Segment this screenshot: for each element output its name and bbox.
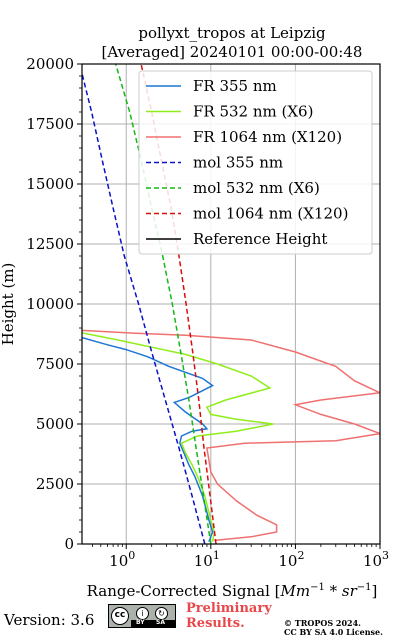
chart-title: pollyxt_tropos at Leipzig [138,24,326,42]
legend-label-2: FR 1064 nm (X120) [193,128,342,146]
y-tick-label-1: 2500 [36,475,74,493]
x-axis-label-main: Range-Corrected Signal [ [87,582,281,600]
series-line-1 [82,332,274,542]
chart-subtitle: [Averaged] 20240101 00:00-00:48 [102,43,363,61]
series-line-2 [82,329,380,542]
lidar-signal-chart: pollyxt_tropos at Leipzig [Averaged] 202… [0,24,389,600]
y-tick-label-8: 20000 [26,55,74,73]
y-tick-label-4: 10000 [26,295,74,313]
x-axis-label-close: ] [372,582,378,600]
y-tick-label-3: 7500 [36,355,74,373]
legend-label-0: FR 355 nm [193,77,277,95]
series-line-4 [114,64,212,544]
x-tick-label-2: 102 [278,549,304,570]
version-label: Version: 3.6 [4,611,95,629]
legend: FR 355 nm FR 532 nm (X6) FR 1064 nm (X120)… [138,70,373,255]
x-tick-label-1: 101 [194,549,220,570]
legend-label-1: FR 532 nm (X6) [193,103,313,121]
cc-badge-strip: BY SA [131,619,175,627]
x-axis-label-mm: Mm [280,582,311,600]
preliminary-line-1: Preliminary [186,601,272,616]
sa-share-icon: ↻ [155,607,168,620]
x-axis-label: Range-Corrected Signal [Mm−1 * sr−1] [87,582,378,600]
copyright-line-2: CC BY SA 4.0 License. [284,627,383,637]
x-axis-label-exp2: −1 [357,582,372,593]
copyright-line-1: © TROPOS 2024. [284,618,361,628]
cc-icon: cc [111,607,129,625]
by-person-icon: i [136,607,149,620]
series-line-0 [82,336,215,542]
y-axis-label: Height (m) [0,263,17,346]
cc-by-text: BY [136,619,145,626]
y-tick-label-2: 5000 [36,415,74,433]
x-tick-label-0: 100 [109,549,135,570]
y-tick-label-5: 12500 [26,235,74,253]
preliminary-notice: Preliminary Results. [186,601,272,631]
series-group [82,64,380,544]
legend-label-6: Reference Height [193,230,327,248]
legend-label-3: mol 355 nm [193,154,283,172]
preliminary-line-2: Results. [186,616,245,631]
axis-ticks: 0 2500 5000 7500 10000 12500 15000 17500 20000 10… [26,55,389,570]
cc-license-badge[interactable]: cc i ↻ BY SA [108,604,176,628]
y-tick-label-6: 15000 [26,175,74,193]
legend-label-5: mol 1064 nm (X120) [193,205,348,223]
copyright-notice: © TROPOS 2024. CC BY SA 4.0 License. [284,619,383,637]
x-axis-label-star: * sr [325,582,358,600]
x-axis-label-exp1: −1 [310,582,325,593]
legend-box [138,70,373,255]
y-tick-label-7: 17500 [26,115,74,133]
x-tick-label-3: 103 [363,549,389,570]
legend-label-4: mol 532 nm (X6) [193,179,320,197]
series-line-3 [82,73,206,544]
y-tick-label-0: 0 [64,535,74,553]
cc-sa-text: SA [156,619,165,626]
